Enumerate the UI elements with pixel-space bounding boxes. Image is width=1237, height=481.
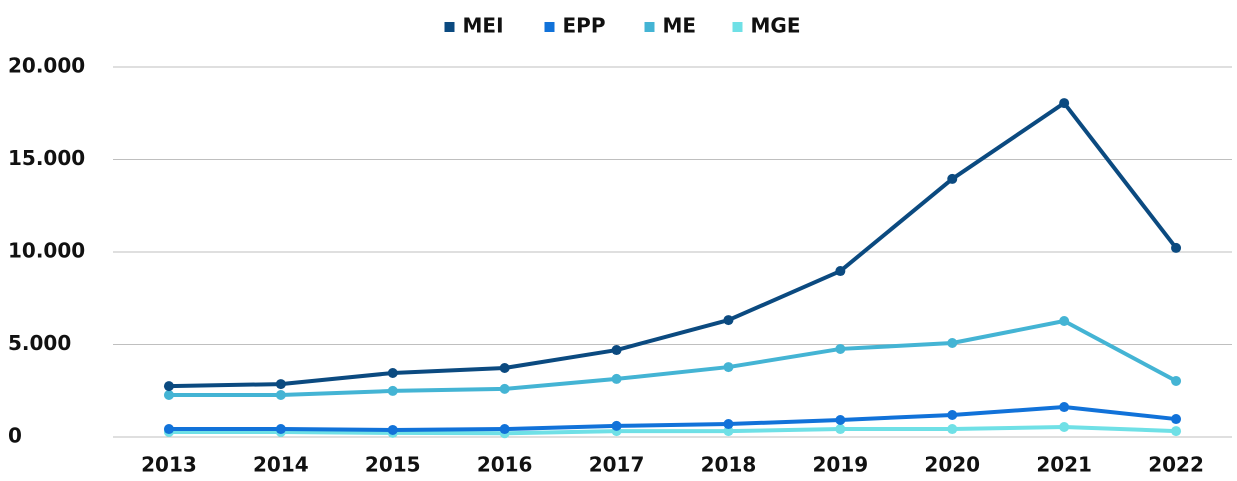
data-point xyxy=(723,315,734,326)
data-point xyxy=(387,385,398,396)
data-point xyxy=(163,424,174,435)
x-tick-label: 2018 xyxy=(701,453,757,477)
y-tick-label: 20.000 xyxy=(8,54,85,78)
x-tick-label: 2015 xyxy=(365,453,421,477)
data-point xyxy=(611,420,622,431)
legend-swatch xyxy=(544,22,555,32)
data-point xyxy=(835,266,846,277)
data-point xyxy=(947,409,958,420)
x-tick-label: 2022 xyxy=(1148,453,1204,477)
x-tick-label: 2014 xyxy=(253,453,309,477)
data-point xyxy=(947,338,958,349)
data-point xyxy=(275,379,286,390)
legend-label: MGE xyxy=(751,14,801,38)
legend-label: EPP xyxy=(563,14,606,38)
x-tick-label: 2019 xyxy=(813,453,869,477)
data-point xyxy=(1171,242,1182,253)
y-tick-label: 5.000 xyxy=(8,331,71,355)
data-point xyxy=(835,414,846,425)
x-tick-label: 2021 xyxy=(1036,453,1092,477)
data-point xyxy=(947,173,958,184)
y-tick-label: 10.000 xyxy=(8,239,85,263)
data-point xyxy=(611,345,622,356)
data-point xyxy=(1171,426,1182,437)
x-tick-label: 2016 xyxy=(477,453,533,477)
data-point xyxy=(275,424,286,435)
legend-swatch xyxy=(644,22,655,32)
data-point xyxy=(499,424,510,435)
x-tick-label: 2020 xyxy=(924,453,980,477)
data-point xyxy=(1171,414,1182,425)
data-point xyxy=(499,362,510,373)
data-point xyxy=(163,381,174,392)
data-point xyxy=(1059,98,1070,109)
data-point xyxy=(387,367,398,378)
data-point xyxy=(835,343,846,354)
legend-label: MEI xyxy=(463,14,504,38)
data-point xyxy=(1059,402,1070,413)
data-point xyxy=(723,426,734,437)
data-point xyxy=(1171,375,1182,386)
y-tick-label: 15.000 xyxy=(8,146,85,170)
legend-swatch xyxy=(444,22,455,32)
data-point xyxy=(387,424,398,435)
legend-label: ME xyxy=(663,14,697,38)
data-point xyxy=(835,424,846,435)
data-point xyxy=(1059,422,1070,433)
y-tick-label: 0 xyxy=(8,424,22,448)
series-line xyxy=(168,101,1178,389)
data-point xyxy=(611,373,622,384)
data-point xyxy=(275,390,286,401)
series-line xyxy=(168,425,1177,436)
series-line xyxy=(168,319,1177,398)
data-point xyxy=(499,383,510,394)
legend-swatch xyxy=(732,22,743,32)
data-point xyxy=(163,390,174,401)
data-point xyxy=(723,362,734,373)
series-line xyxy=(168,405,1177,432)
x-tick-label: 2017 xyxy=(589,453,645,477)
x-tick-label: 2013 xyxy=(141,453,197,477)
data-point xyxy=(1059,316,1070,327)
data-point xyxy=(723,419,734,430)
data-point xyxy=(947,424,958,435)
